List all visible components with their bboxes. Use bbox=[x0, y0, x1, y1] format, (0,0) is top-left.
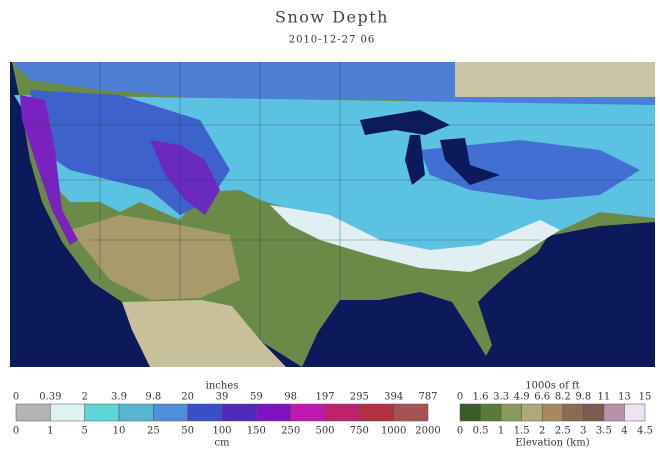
legend-swatch bbox=[459, 403, 481, 422]
legend-swatch bbox=[187, 403, 223, 422]
legend-swatch bbox=[562, 403, 584, 422]
legend-label-bottom: 3 bbox=[580, 426, 586, 437]
mountain-snow bbox=[20, 95, 78, 245]
legend-label-top: 1.6 bbox=[473, 392, 489, 403]
legend-unit: Elevation (km) bbox=[515, 438, 589, 449]
legend-swatch bbox=[500, 403, 522, 422]
legend-label-bottom: 2.5 bbox=[555, 426, 571, 437]
legend-label-top: 0 bbox=[13, 392, 19, 403]
legend-label-bottom: 1000 bbox=[381, 426, 406, 437]
legend-label-top: 787 bbox=[418, 392, 437, 403]
mexico bbox=[122, 300, 286, 367]
legend-label-bottom: 4 bbox=[621, 426, 627, 437]
legend-label-bottom: 5 bbox=[81, 426, 87, 437]
legend-label-top: 0.39 bbox=[39, 392, 61, 403]
legend-label-top: 2 bbox=[81, 392, 87, 403]
legend-label-top: 6.6 bbox=[534, 392, 550, 403]
legend-label-top: 3.9 bbox=[111, 392, 127, 403]
legend-label-top: 3.3 bbox=[493, 392, 509, 403]
legend-label-bottom: 250 bbox=[281, 426, 300, 437]
legend-label-top: 394 bbox=[384, 392, 403, 403]
legend-swatch bbox=[15, 403, 51, 422]
legend-label-top: 8.2 bbox=[555, 392, 571, 403]
legend-swatch bbox=[603, 403, 625, 422]
legend-label-top: 15 bbox=[639, 392, 652, 403]
legend-label-top: 59 bbox=[250, 392, 263, 403]
legend-label-bottom: 2000 bbox=[415, 426, 440, 437]
lake-huron-erie bbox=[440, 138, 500, 185]
legend-label-bottom: 100 bbox=[212, 426, 231, 437]
legend-swatch bbox=[221, 403, 257, 422]
legend-label-bottom: 150 bbox=[247, 426, 266, 437]
legend-label-top: 20 bbox=[181, 392, 194, 403]
legend-swatch bbox=[84, 403, 120, 422]
legend-label-bottom: 3.5 bbox=[596, 426, 612, 437]
legend-swatch bbox=[624, 403, 646, 422]
legend-label-bottom: 25 bbox=[147, 426, 160, 437]
legend-swatch bbox=[541, 403, 564, 422]
legend-label-top: 39 bbox=[216, 392, 229, 403]
legend-swatch bbox=[324, 403, 360, 422]
legend-label-top: 4.9 bbox=[514, 392, 530, 403]
legend-swatch bbox=[153, 403, 188, 422]
legend-label-top: 295 bbox=[350, 392, 369, 403]
map-date: 2010-12-27 06 bbox=[289, 35, 376, 46]
great-lakes bbox=[360, 110, 450, 135]
legend-label-top: 9.8 bbox=[145, 392, 161, 403]
legend-label-bottom: 0 bbox=[457, 426, 463, 437]
legend-label-top: 0 bbox=[457, 392, 463, 403]
map-title: Snow Depth bbox=[275, 8, 389, 27]
legend-swatch bbox=[583, 403, 605, 422]
legend-unit: cm bbox=[214, 438, 230, 449]
lake-michigan bbox=[405, 135, 425, 185]
deep-snow-northeast bbox=[420, 140, 640, 200]
legend-label-bottom: 750 bbox=[350, 426, 369, 437]
legend-swatch bbox=[256, 403, 291, 422]
legend-swatch bbox=[50, 403, 85, 422]
light-snow-belt bbox=[270, 205, 560, 272]
legend-label-bottom: 1.5 bbox=[514, 426, 530, 437]
legend-label-bottom: 10 bbox=[113, 426, 126, 437]
legend-swatch bbox=[290, 403, 326, 422]
legend-label-bottom: 50 bbox=[181, 426, 194, 437]
legend-label-bottom: 4.5 bbox=[637, 426, 653, 437]
legend-label-bottom: 1 bbox=[47, 426, 53, 437]
legend-label-bottom: 1 bbox=[498, 426, 504, 437]
legend-label-top: 197 bbox=[315, 392, 334, 403]
legend-label-top: 11 bbox=[598, 392, 611, 403]
legend-label-top: 98 bbox=[284, 392, 297, 403]
legend-label-bottom: 0 bbox=[13, 426, 19, 437]
no-data-box bbox=[455, 62, 655, 97]
legend-swatch bbox=[521, 403, 543, 422]
legend-unit: inches bbox=[206, 381, 239, 392]
legend-label-top: 9.8 bbox=[575, 392, 591, 403]
legend-label-top: 13 bbox=[618, 392, 631, 403]
legend-swatch bbox=[480, 403, 502, 422]
legend-label-bottom: 0.5 bbox=[473, 426, 489, 437]
legend-label-bottom: 2 bbox=[539, 426, 545, 437]
legend-swatch bbox=[393, 403, 429, 422]
legend-label-bottom: 500 bbox=[315, 426, 334, 437]
rockies-snow bbox=[150, 140, 220, 215]
desert-southwest bbox=[70, 215, 240, 300]
map bbox=[10, 62, 655, 367]
legend-swatch bbox=[118, 403, 154, 422]
legend-unit: 1000s of ft bbox=[525, 381, 579, 392]
legend-swatch bbox=[359, 403, 394, 422]
